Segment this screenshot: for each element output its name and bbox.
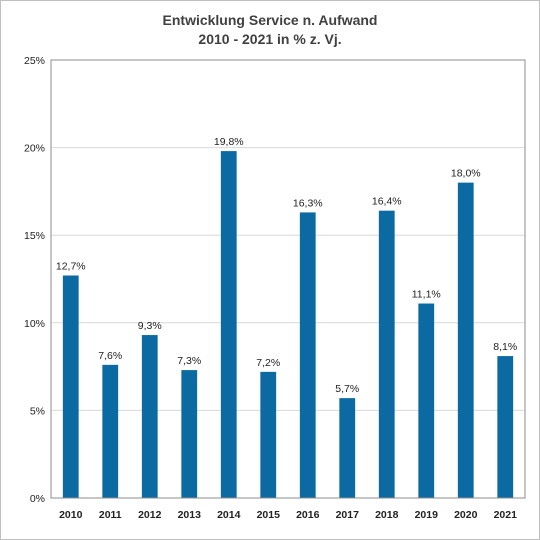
grid-lines	[51, 147, 525, 411]
bars	[62, 151, 514, 498]
data-label: 16,4%	[372, 196, 402, 208]
bar	[299, 212, 316, 498]
data-label: 7,6%	[98, 350, 122, 362]
x-tick-label: 2019	[415, 509, 439, 521]
chart-title-line-1: Entwicklung Service n. Aufwand	[162, 12, 378, 28]
data-label: 8,1%	[493, 341, 517, 353]
bar	[102, 364, 119, 498]
x-tick-label: 2016	[296, 509, 320, 521]
y-tick-label: 15%	[24, 230, 45, 242]
data-labels: 12,7% 7,6% 9,3% 7,3% 19,8% 7,2% 16,3% 5,7% 16,4%…	[56, 136, 517, 395]
bar	[339, 398, 356, 498]
y-tick-label: 0%	[30, 493, 45, 505]
y-tick-label: 20%	[24, 143, 45, 155]
plot-area-border	[50, 59, 526, 499]
data-label: 11,1%	[412, 289, 441, 301]
y-tick-label: 10%	[24, 318, 45, 330]
bar	[181, 370, 198, 498]
axes: 0% 5% 10% 15% 20% 25% 2010 2011 2012 2013 2014 2015…	[24, 55, 526, 521]
x-tick-label: 2017	[336, 509, 360, 521]
x-tick-label: 2014	[217, 509, 241, 521]
y-tick-label: 5%	[30, 405, 45, 417]
y-tick-label: 25%	[24, 55, 45, 67]
x-tick-label: 2015	[257, 509, 281, 521]
x-tick-label: 2012	[138, 509, 162, 521]
bar	[378, 210, 395, 498]
data-label: 7,2%	[256, 357, 280, 369]
bar	[62, 275, 79, 498]
bar	[418, 303, 435, 498]
x-tick-label: 2010	[59, 509, 83, 521]
x-tick-label: 2018	[375, 509, 399, 521]
bar	[141, 335, 158, 498]
bar	[497, 356, 514, 498]
x-tick-label: 2011	[99, 509, 122, 521]
bar	[457, 182, 474, 498]
data-label: 19,8%	[214, 136, 244, 148]
data-label: 12,7%	[56, 260, 86, 272]
bar	[220, 151, 237, 498]
data-label: 18,0%	[451, 168, 481, 180]
x-tick-label: 2021	[494, 509, 518, 521]
x-tick-label: 2020	[454, 509, 478, 521]
bar	[260, 371, 277, 498]
x-tick-label: 2013	[178, 509, 202, 521]
chart-title: Entwicklung Service n. Aufwand 2010 - 20…	[1, 11, 539, 49]
data-label: 9,3%	[138, 320, 162, 332]
data-label: 7,3%	[177, 355, 201, 367]
data-label: 5,7%	[335, 383, 359, 395]
chart-title-line-2: 2010 - 2021 in % z. Vj.	[198, 31, 342, 47]
data-label: 16,3%	[293, 197, 323, 209]
